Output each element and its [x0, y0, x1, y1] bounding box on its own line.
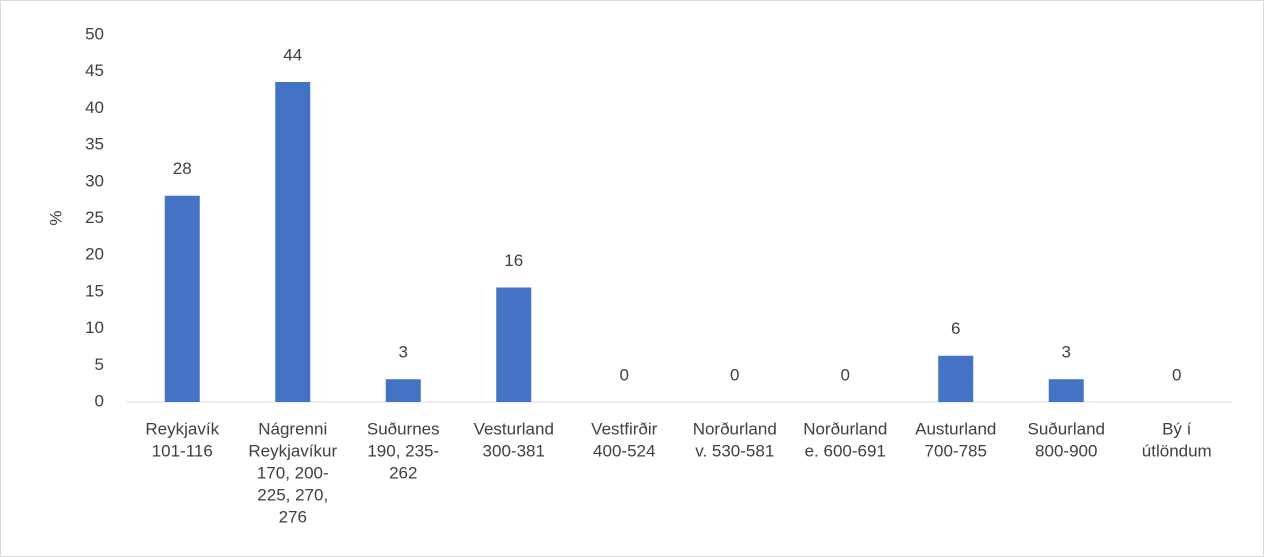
x-tick-label: Suðurnes	[367, 419, 440, 438]
x-tick-label: Vesturland	[474, 419, 554, 438]
x-tick-label: 262	[389, 463, 417, 482]
data-label: 0	[841, 365, 850, 384]
x-tick-label: 700-785	[925, 441, 987, 460]
y-tick-label: 35	[85, 135, 104, 154]
x-tick-label: 101-116	[152, 441, 213, 460]
x-tick-label: Norðurland	[803, 419, 887, 438]
data-label: 6	[951, 319, 960, 338]
x-tick-label: Bý í	[1162, 419, 1192, 438]
data-label: 3	[1062, 343, 1071, 362]
x-tick-label: Reykjavík	[145, 419, 219, 438]
data-label: 16	[504, 251, 523, 270]
bar	[164, 195, 200, 402]
data-label: 0	[1172, 365, 1181, 384]
x-tick-label: Vestfirðir	[591, 419, 657, 438]
x-tick-label: 190, 235-	[367, 441, 439, 460]
bar	[275, 81, 311, 402]
data-label: 0	[620, 365, 629, 384]
x-tick-label: Nágrenni	[258, 419, 327, 438]
x-tick-label: 300-381	[483, 441, 545, 460]
x-tick-label: 170, 200-	[257, 463, 329, 482]
x-tick-label: e. 600-691	[805, 441, 886, 460]
x-tick-label: v. 530-581	[695, 441, 774, 460]
x-tick-label: 225, 270,	[257, 485, 328, 504]
y-tick-label: 30	[85, 171, 104, 190]
data-label: 44	[283, 45, 302, 64]
y-axis-title: %	[46, 210, 65, 225]
x-tick-label: Austurland	[915, 419, 996, 438]
y-tick-label: 0	[95, 391, 104, 410]
data-label: 0	[730, 365, 739, 384]
x-tick-label: Suðurland	[1027, 419, 1105, 438]
y-tick-label: 5	[95, 355, 104, 374]
x-tick-label: 276	[279, 507, 307, 526]
y-tick-label: 10	[85, 318, 104, 337]
bar	[496, 287, 532, 402]
y-tick-label: 50	[85, 24, 104, 43]
data-label: 28	[173, 159, 192, 178]
y-tick-label: 45	[85, 61, 104, 80]
bar	[1048, 379, 1084, 402]
x-tick-label: Norðurland	[693, 419, 777, 438]
bar	[938, 355, 974, 402]
data-label: 3	[399, 343, 408, 362]
x-tick-label: 400-524	[593, 441, 655, 460]
x-tick-label: Reykjavíkur	[248, 441, 337, 460]
y-tick-label: 25	[85, 208, 104, 227]
x-tick-label: útlöndum	[1142, 441, 1212, 460]
y-tick-label: 20	[85, 245, 104, 264]
y-tick-label: 40	[85, 98, 104, 117]
bar	[385, 379, 421, 402]
x-tick-label: 800-900	[1035, 441, 1097, 460]
y-tick-label: 15	[85, 281, 104, 300]
